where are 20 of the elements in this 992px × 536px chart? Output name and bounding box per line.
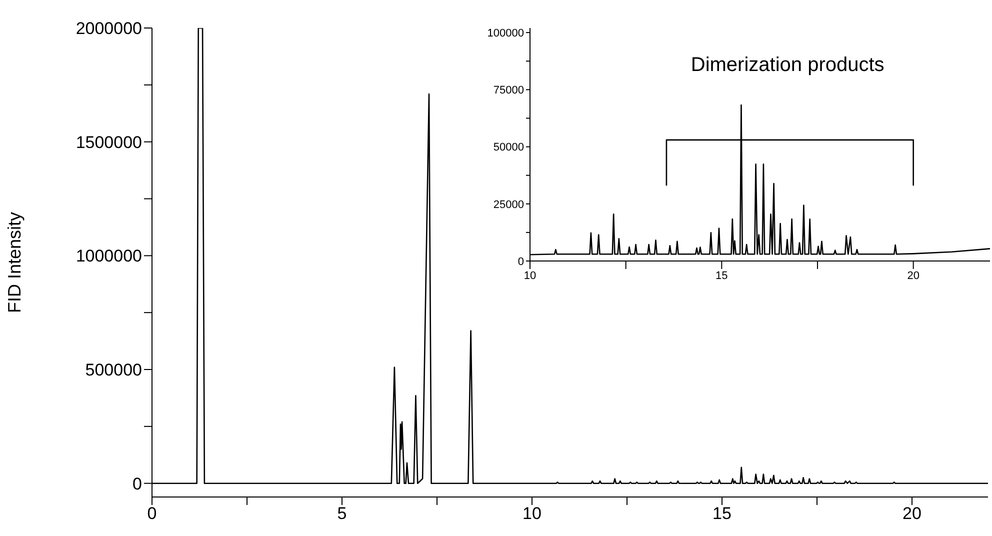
y-tick-label: 1000000 <box>76 246 142 266</box>
x-tick-label: 10 <box>524 270 536 282</box>
y-tick-label: 25000 <box>493 198 524 211</box>
x-tick-label: 20 <box>902 504 922 524</box>
y-axis-title: FID Intensity <box>4 212 24 314</box>
y-tick-label: 75000 <box>493 84 524 97</box>
y-tick-label: 2000000 <box>76 19 142 38</box>
y-tick-label: 0 <box>132 474 142 494</box>
annotation: Dimerization products <box>690 54 886 77</box>
x-tick-label: 0 <box>147 504 157 524</box>
x-tick-label: 20 <box>907 270 920 282</box>
y-tick-label: 0 <box>518 256 524 268</box>
x-tick-label: 5 <box>337 504 347 524</box>
y-tick-label: 1500000 <box>76 132 142 152</box>
y-tick-label: 100000 <box>487 27 524 40</box>
x-tick-label: 10 <box>522 504 542 524</box>
y-tick-label: 50000 <box>493 142 524 154</box>
y-tick-label: 500000 <box>85 360 142 380</box>
x-tick-label: 15 <box>712 504 732 524</box>
x-tick-label: 15 <box>716 270 728 282</box>
